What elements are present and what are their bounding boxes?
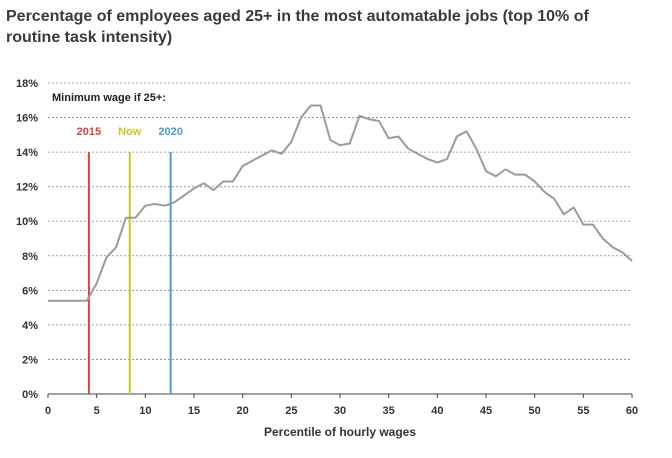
x-tick-label: 60	[626, 405, 638, 417]
x-tick-label: 0	[45, 405, 51, 417]
y-tick-label: 10%	[16, 216, 38, 228]
x-axis: 0 5 10 15 20 25 30 35 40 45 50 55 60	[45, 393, 638, 417]
x-tick-label: 10	[139, 405, 151, 417]
minimum-wage-lines	[87, 152, 172, 394]
x-tick-label: 5	[94, 405, 100, 417]
x-tick-label: 25	[285, 405, 297, 417]
series-group	[48, 104, 633, 302]
min-wage-label-now: Now	[118, 126, 142, 138]
y-tick-label: 12%	[16, 182, 38, 194]
y-tick-label: 0%	[22, 389, 38, 401]
grid-lines	[48, 82, 632, 360]
y-tick-label: 18%	[16, 78, 38, 90]
y-tick-label: 16%	[16, 113, 38, 125]
annotation-heading: Minimum wage if 25+:	[52, 92, 166, 104]
x-tick-label: 30	[334, 405, 346, 417]
annotations: 2015 Now 2020 Minimum wage if 25+:	[52, 92, 183, 138]
x-tick-label: 20	[237, 405, 249, 417]
x-tick-label: 40	[431, 405, 443, 417]
chart-title: Percentage of employees aged 25+ in the …	[6, 8, 589, 46]
y-tick-label: 14%	[16, 147, 38, 159]
x-tick-label: 35	[383, 405, 395, 417]
x-axis-title: Percentile of hourly wages	[264, 425, 416, 439]
x-tick-label: 15	[188, 405, 200, 417]
min-wage-label-2020: 2020	[158, 126, 182, 138]
min-wage-label-2015: 2015	[77, 126, 101, 138]
y-tick-label: 8%	[22, 251, 38, 263]
x-tick-label: 55	[577, 405, 589, 417]
x-tick-label: 45	[480, 405, 492, 417]
x-tick-label: 50	[529, 405, 541, 417]
y-axis: 0% 2% 4% 6% 8% 10% 12% 14% 16% 18%	[16, 78, 38, 401]
y-tick-label: 6%	[22, 285, 38, 297]
y-tick-label: 4%	[22, 320, 38, 332]
y-tick-label: 2%	[22, 354, 38, 366]
series-line	[48, 104, 633, 302]
